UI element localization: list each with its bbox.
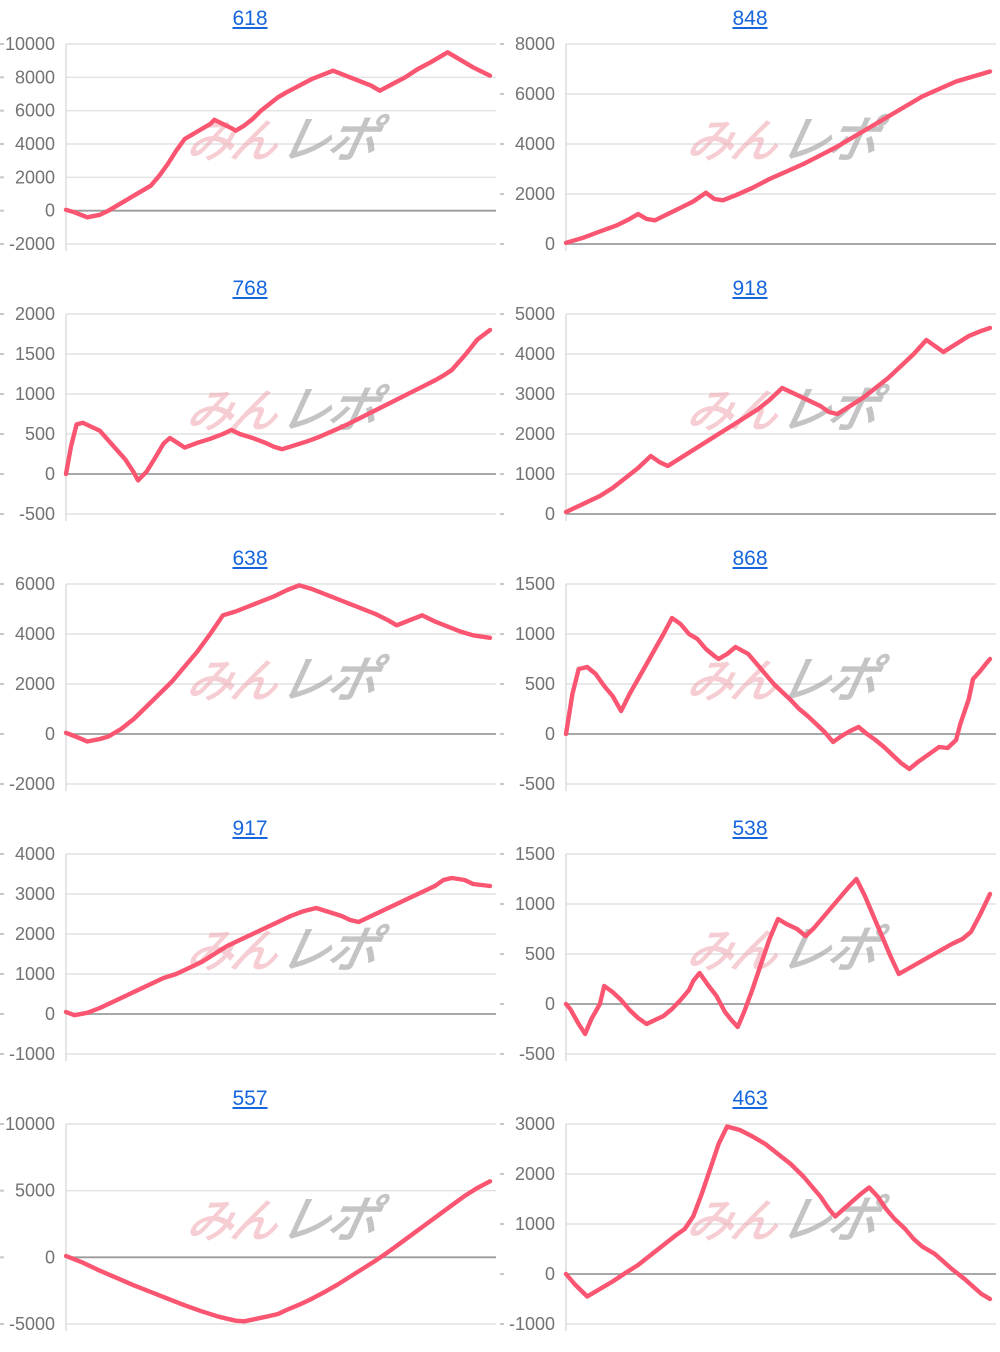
y-axis-label: 500 [525,944,555,964]
y-axis-label: 6000 [15,576,55,594]
y-axis-label: 4000 [15,624,55,644]
y-axis-label: 1500 [515,576,555,594]
chart-cell: 538 みんレポ 1500 1000 500 0 -500 [500,810,1000,1080]
chart-grid-layer: 2000 1500 1000 500 0 -500 [0,306,496,524]
chart-cell: 463 みんレポ 3000 2000 1000 0 -1000 [500,1080,1000,1350]
y-axis-label: 1000 [15,964,55,984]
chart-title-link[interactable]: 618 [232,7,268,30]
chart-cell: 868 みんレポ 1500 1000 500 0 -500 [500,540,1000,810]
chart-title-link[interactable]: 538 [732,817,768,840]
y-axis-label: 500 [25,424,55,444]
chart-cell: 638 みんレポ 6000 4000 2000 0 -2000 [0,540,500,810]
y-axis-label: 2000 [515,184,555,204]
y-axis-label: -5000 [9,1314,55,1334]
y-axis-label: 10000 [5,1116,55,1134]
chart-cell: 917 みんレポ 4000 3000 2000 1000 0 -1000 [0,810,500,1080]
chart-title-row: 848 [500,0,1000,36]
chart-title-link[interactable]: 848 [732,7,768,30]
y-axis-label: 5000 [515,306,555,324]
chart-grid-layer: 10000 5000 0 -5000 [0,1116,496,1334]
y-axis-label: 0 [545,724,555,744]
y-axis-label: 1000 [15,384,55,404]
y-axis-label: 0 [45,201,55,221]
chart-cell: 768 みんレポ 2000 1500 1000 500 0 -500 [0,270,500,540]
y-axis-label: 0 [45,1004,55,1024]
y-axis-label: -1000 [9,1044,55,1064]
y-axis-label: 0 [45,724,55,744]
y-axis-label: 1000 [515,464,555,484]
chart-cell: 848 みんレポ 8000 6000 4000 2000 0 [500,0,1000,270]
y-axis-label: 0 [545,994,555,1014]
chart-grid-layer: 8000 6000 4000 2000 0 [500,36,996,254]
chart-title-row: 463 [500,1080,1000,1116]
chart-grid-layer: 5000 4000 3000 2000 1000 0 [500,306,996,524]
chart-grid-layer: 1500 1000 500 0 -500 [500,846,996,1064]
y-axis-label: 4000 [15,134,55,154]
y-axis-label: 2000 [15,306,55,324]
chart-cell: 618 みんレポ 10000 8000 6000 4000 2000 0 -2000 [0,0,500,270]
chart-title-link[interactable]: 557 [232,1087,268,1110]
chart-grid-layer: 10000 8000 6000 4000 2000 0 -2000 [0,36,496,254]
chart-title-link[interactable]: 868 [732,547,768,570]
y-axis-label: 4000 [515,134,555,154]
chart-title-row: 918 [500,270,1000,306]
chart-title-row: 557 [0,1080,500,1116]
y-axis-label: 4000 [15,846,55,864]
y-axis-label: 1000 [515,894,555,914]
y-axis-label: 6000 [15,101,55,121]
y-axis-label: 1500 [15,344,55,364]
y-axis-label: 3000 [515,1116,555,1134]
y-axis-label: -500 [519,1044,555,1064]
y-axis-label: 2000 [515,424,555,444]
chart-title-row: 538 [500,810,1000,846]
y-axis-label: 8000 [15,67,55,87]
y-axis-label: 4000 [515,344,555,364]
y-axis-label: 0 [545,234,555,254]
y-axis-label: 1000 [515,1214,555,1234]
chart-grid-layer: 6000 4000 2000 0 -2000 [0,576,496,794]
chart-title-link[interactable]: 918 [732,277,768,300]
chart-title-link[interactable]: 768 [232,277,268,300]
chart-grid-layer: 4000 3000 2000 1000 0 -1000 [0,846,496,1064]
chart-title-link[interactable]: 463 [732,1087,768,1110]
y-axis-label: 2000 [15,167,55,187]
chart-title-row: 868 [500,540,1000,576]
y-axis-label: 2000 [15,924,55,944]
y-axis-label: 2000 [15,674,55,694]
y-axis-label: 0 [545,504,555,524]
y-axis-label: -1000 [509,1314,555,1334]
chart-title-row: 618 [0,0,500,36]
chart-title-link[interactable]: 917 [232,817,268,840]
y-axis-label: 5000 [15,1181,55,1201]
y-axis-label: -500 [19,504,55,524]
y-axis-label: 0 [545,1264,555,1284]
y-axis-label: 6000 [515,84,555,104]
chart-cell: 557 みんレポ 10000 5000 0 -5000 [0,1080,500,1350]
chart-grid-layer: 1500 1000 500 0 -500 [500,576,996,794]
y-axis-label: 1500 [515,846,555,864]
chart-title-row: 768 [0,270,500,306]
y-axis-label: -500 [519,774,555,794]
chart-grid-layer: 3000 2000 1000 0 -1000 [500,1116,996,1334]
chart-title-row: 917 [0,810,500,846]
y-axis-label: 3000 [15,884,55,904]
chart-title-link[interactable]: 638 [232,547,268,570]
y-axis-label: -2000 [9,234,55,254]
y-axis-label: -2000 [9,774,55,794]
y-axis-label: 8000 [515,36,555,54]
chart-title-row: 638 [0,540,500,576]
y-axis-label: 0 [45,1247,55,1267]
y-axis-label: 1000 [515,624,555,644]
y-axis-label: 3000 [515,384,555,404]
y-axis-label: 2000 [515,1164,555,1184]
y-axis-label: 0 [45,464,55,484]
chart-cell: 918 みんレポ 5000 4000 3000 2000 1000 0 [500,270,1000,540]
y-axis-label: 10000 [5,36,55,54]
y-axis-label: 500 [525,674,555,694]
